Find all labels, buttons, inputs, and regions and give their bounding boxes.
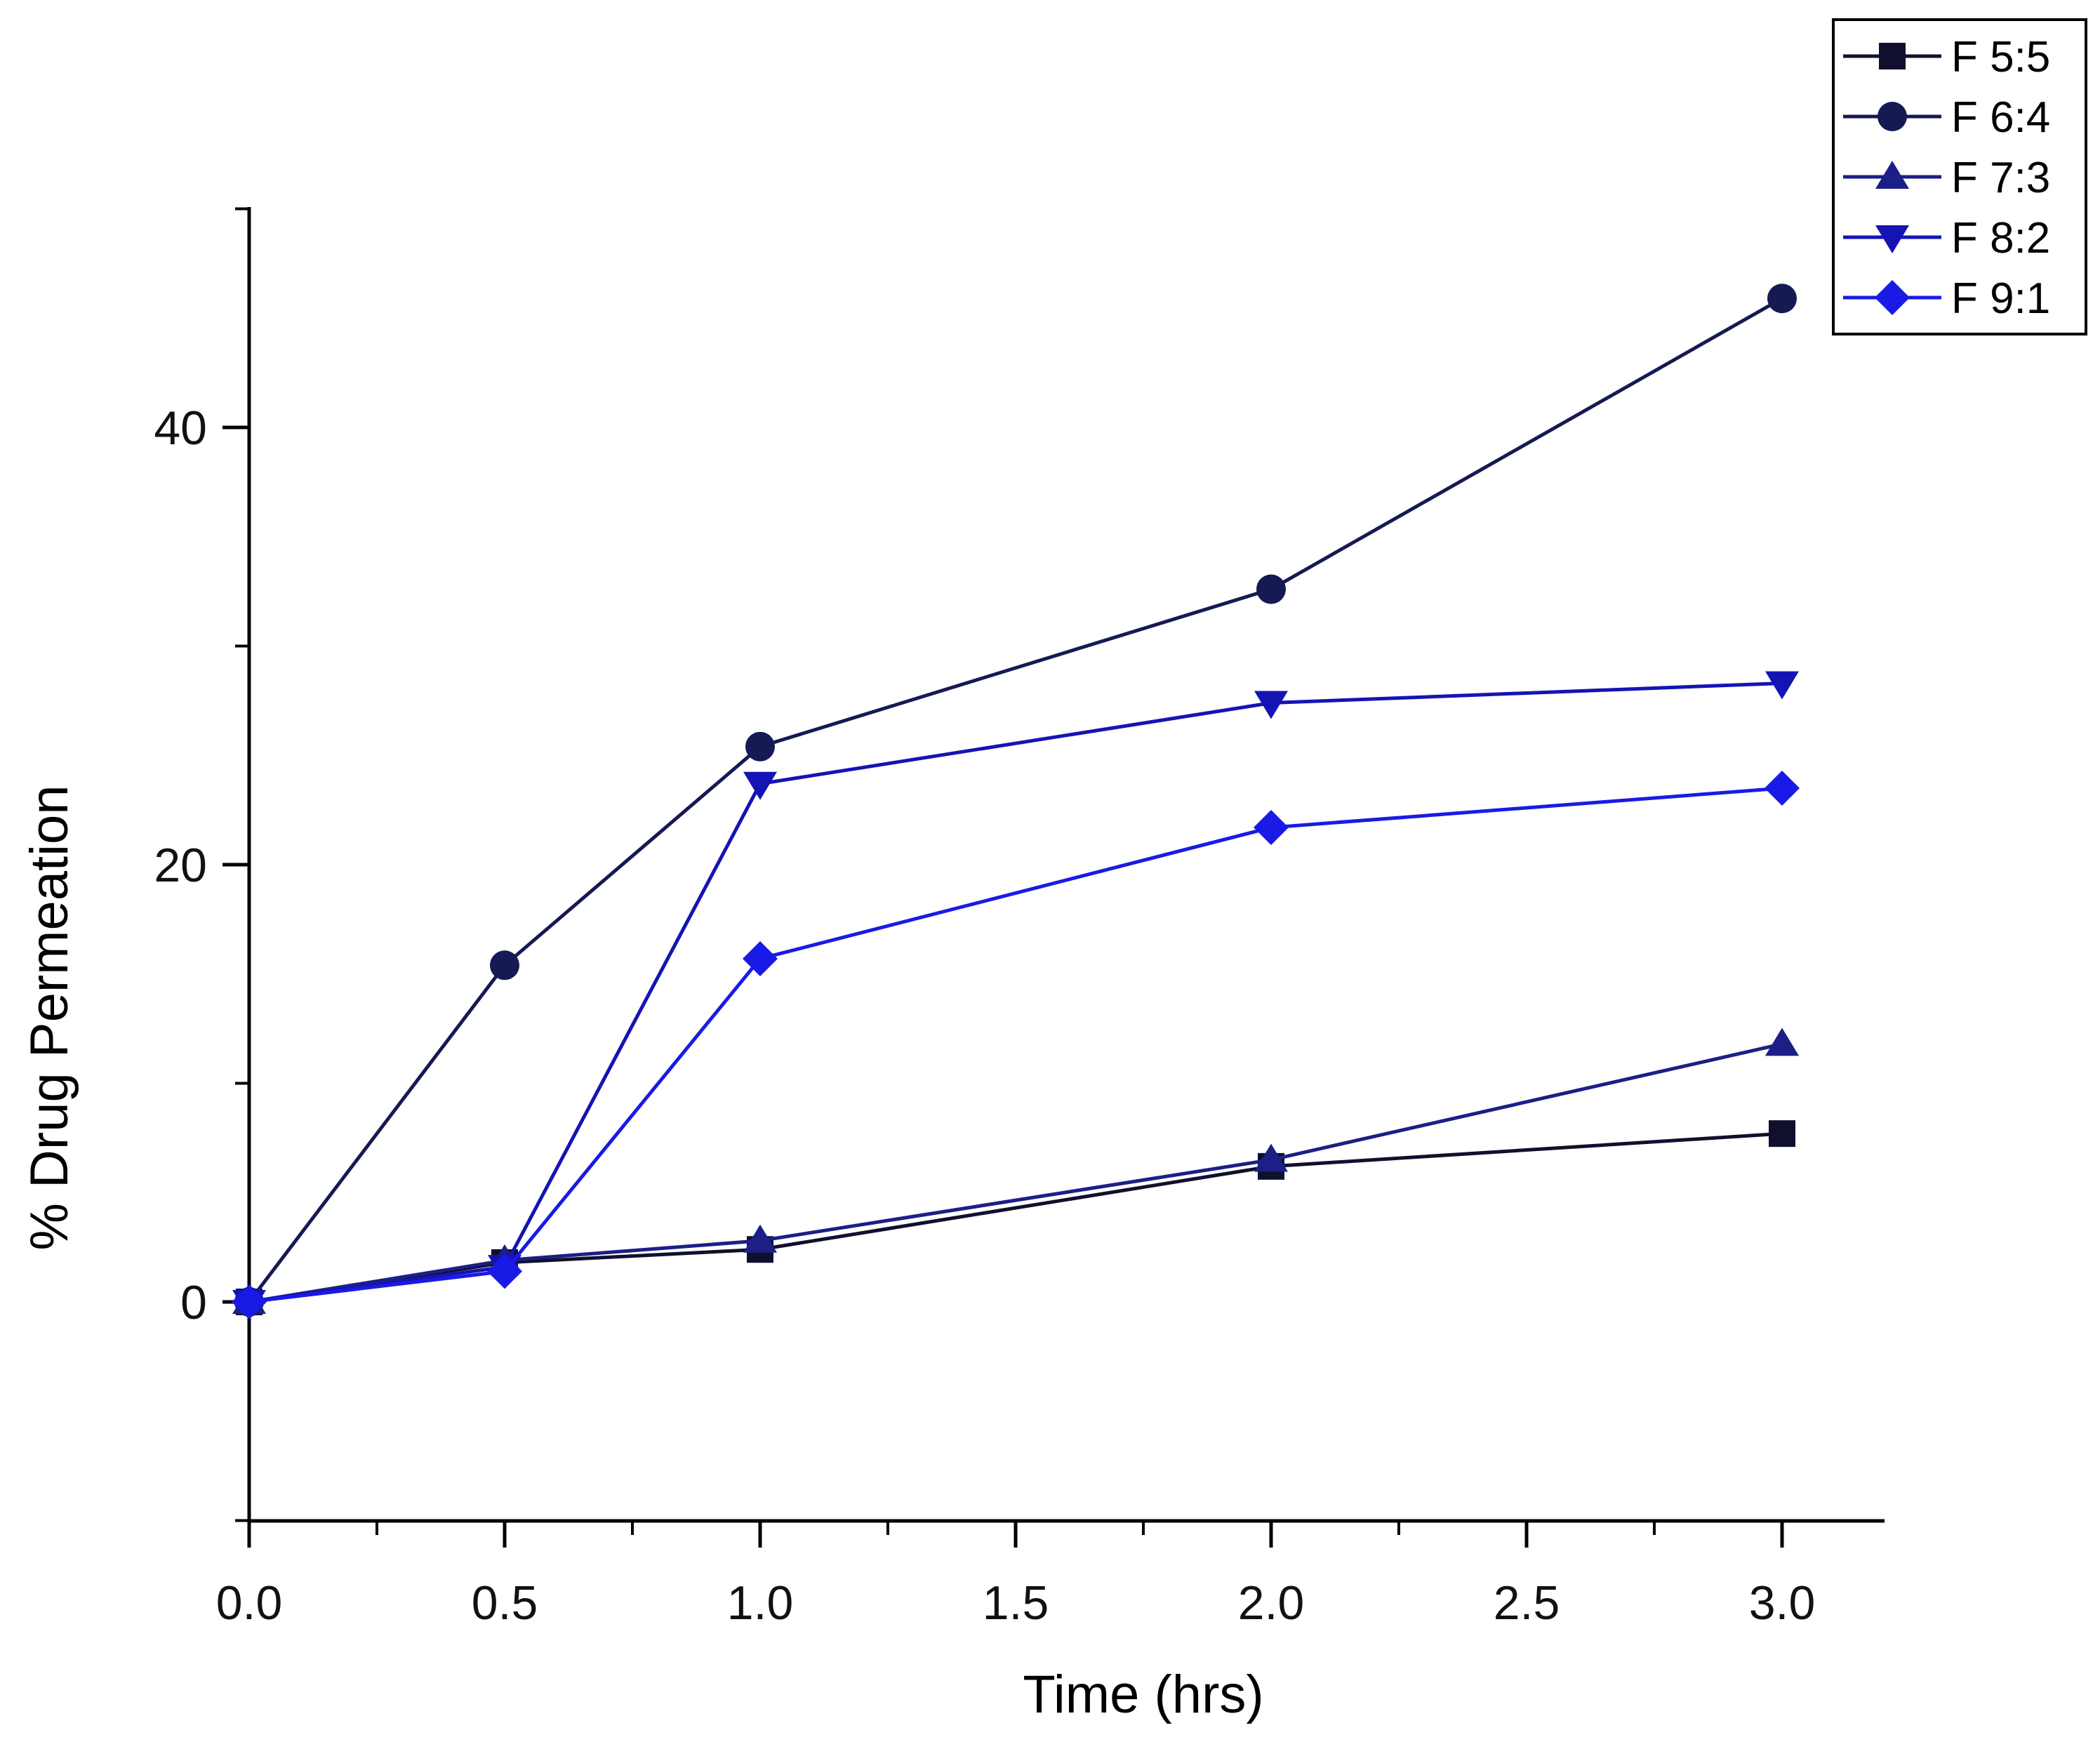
data-point	[1254, 1143, 1288, 1172]
legend-marker	[1875, 280, 1910, 315]
y-tick-label: 20	[154, 839, 207, 892]
data-point	[743, 940, 778, 976]
x-tick-label: 2.5	[1494, 1576, 1560, 1630]
legend-label: F 7:3	[1951, 154, 2050, 202]
data-point	[1254, 691, 1288, 719]
legend-item: F 5:5	[1843, 33, 2050, 81]
legend-label: F 9:1	[1951, 274, 2050, 323]
x-tick-label: 0.0	[216, 1576, 283, 1630]
legend: F 5:5 F 6:4 F 7:3 F 8:2 F 9:1	[1832, 18, 2087, 335]
data-point	[487, 1253, 522, 1289]
data-point	[232, 1284, 267, 1319]
data-point	[490, 950, 519, 980]
x-tick-label: 3.0	[1749, 1576, 1816, 1630]
data-point	[1765, 770, 1800, 806]
legend-marker	[1875, 225, 1909, 253]
data-point	[1254, 810, 1289, 846]
x-tick-label: 0.5	[472, 1576, 538, 1630]
series-f-9-1	[232, 770, 1800, 1319]
y-tick-label: 40	[154, 401, 207, 455]
data-point	[1765, 671, 1799, 700]
legend-label: F 5:5	[1951, 33, 2050, 81]
x-tick-label: 1.5	[983, 1576, 1049, 1630]
y-axis-title: % Drug Permeation	[20, 785, 79, 1250]
data-point	[743, 771, 777, 800]
data-point	[1769, 1120, 1795, 1148]
legend-item: F 6:4	[1843, 93, 2050, 142]
y-tick-label: 0	[180, 1276, 207, 1329]
legend-marker	[1879, 43, 1906, 69]
data-point	[1765, 1028, 1799, 1056]
data-point	[743, 1224, 777, 1253]
x-tick-label: 1.0	[727, 1576, 794, 1630]
legend-item: F 7:3	[1843, 154, 2050, 202]
data-point	[1256, 574, 1286, 604]
x-tick-label: 2.0	[1238, 1576, 1305, 1630]
axes: 0.0 0.5 1.0 1.5 2.0 2.5 3.0 0 20 40 Time (hrs) % Dr…	[20, 207, 1885, 1724]
legend-label: F 6:4	[1951, 93, 2050, 142]
legend-label: F 8:2	[1951, 214, 2050, 262]
legend-marker	[1875, 161, 1909, 189]
data-point	[1767, 284, 1797, 314]
x-axis-title: Time (hrs)	[1023, 1665, 1263, 1724]
series-f-6-4	[234, 284, 1797, 1317]
legend-item: F 8:2	[1843, 214, 2050, 262]
data-point	[745, 731, 775, 762]
series-layer	[232, 284, 1800, 1319]
legend-marker	[1878, 102, 1907, 131]
legend-item: F 9:1	[1843, 274, 2050, 323]
